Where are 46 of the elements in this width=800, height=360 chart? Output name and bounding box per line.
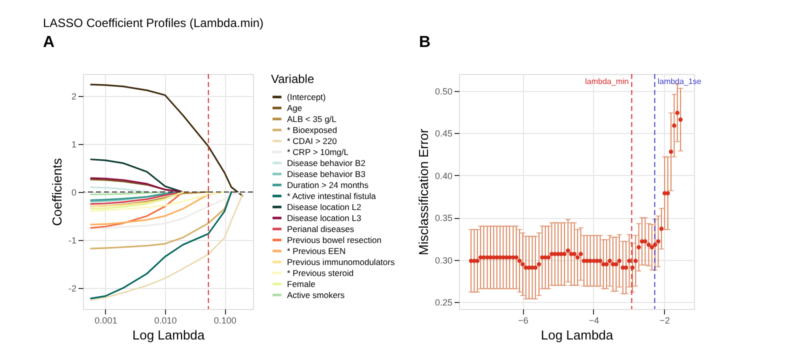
x-axis-title: Log Lambda — [132, 328, 206, 342]
legend-label: (Intercept) — [287, 92, 326, 102]
legend-title: Variable — [271, 72, 314, 86]
y-tick-label: 0.30 — [434, 255, 452, 266]
x-tick-label: 0.010 — [154, 316, 177, 326]
legend-label: Previous immunomodulators — [287, 257, 395, 267]
x-tick-label: −4 — [588, 316, 600, 326]
y-tick-label: 2 — [71, 92, 76, 102]
legend-label: Disease behavior B3 — [287, 169, 366, 179]
legend-label: * Active intestinal fistula — [287, 191, 376, 201]
y-tick-label: -1 — [68, 235, 76, 246]
legend-label: Active smokers — [287, 290, 345, 300]
legend-label: Previous bowel resection — [287, 235, 382, 245]
legend-label: Age — [287, 103, 302, 113]
legend-label: ALB < 35 g/L — [287, 114, 337, 124]
y-tick-label: 0.40 — [434, 170, 452, 181]
legend-label: * Bioexposed — [287, 125, 338, 135]
ref-line-label: lambda_min — [585, 77, 629, 86]
legend-label: Duration > 24 months — [287, 180, 369, 190]
y-tick-label: 1 — [71, 140, 76, 150]
x-tick-label: 0.100 — [214, 316, 236, 326]
x-axis-title: Log Lambda — [540, 328, 614, 342]
y-tick-label: 0 — [71, 187, 76, 198]
text: A — [43, 34, 55, 51]
ref-line-label: lambda_1se — [658, 77, 702, 86]
legend-label: * CRP > 10mg/L — [287, 147, 349, 157]
legend-label: * CDAI > 220 — [287, 136, 338, 146]
y-axis-title: Coefficients — [50, 158, 64, 226]
legend-label: Disease behavior B2 — [287, 158, 366, 168]
x-tick-label: −2 — [660, 316, 670, 326]
legend-label: Disease location L3 — [287, 213, 362, 223]
x-tick-label: 0.001 — [94, 316, 118, 326]
y-tick-label: 0.25 — [434, 298, 452, 308]
text: B — [419, 34, 431, 51]
legend-label: Female — [287, 279, 316, 289]
y-axis-title: Misclassification Error — [416, 128, 431, 256]
y-tick-label: 0.45 — [434, 128, 452, 139]
x-tick-label: −6 — [518, 316, 528, 326]
chart-title: LASSO Coefficient Profiles (Lambda.min) — [43, 16, 264, 30]
y-tick-label: 0.35 — [434, 213, 452, 224]
legend-label: Disease location L2 — [287, 202, 362, 212]
legend-label: * Previous EEN — [287, 246, 346, 256]
legend-label: Perianal diseases — [287, 224, 354, 234]
y-tick-label: 0.50 — [434, 86, 452, 96]
legend-label: * Previous steroid — [287, 268, 354, 278]
y-tick-label: -2 — [68, 283, 76, 294]
